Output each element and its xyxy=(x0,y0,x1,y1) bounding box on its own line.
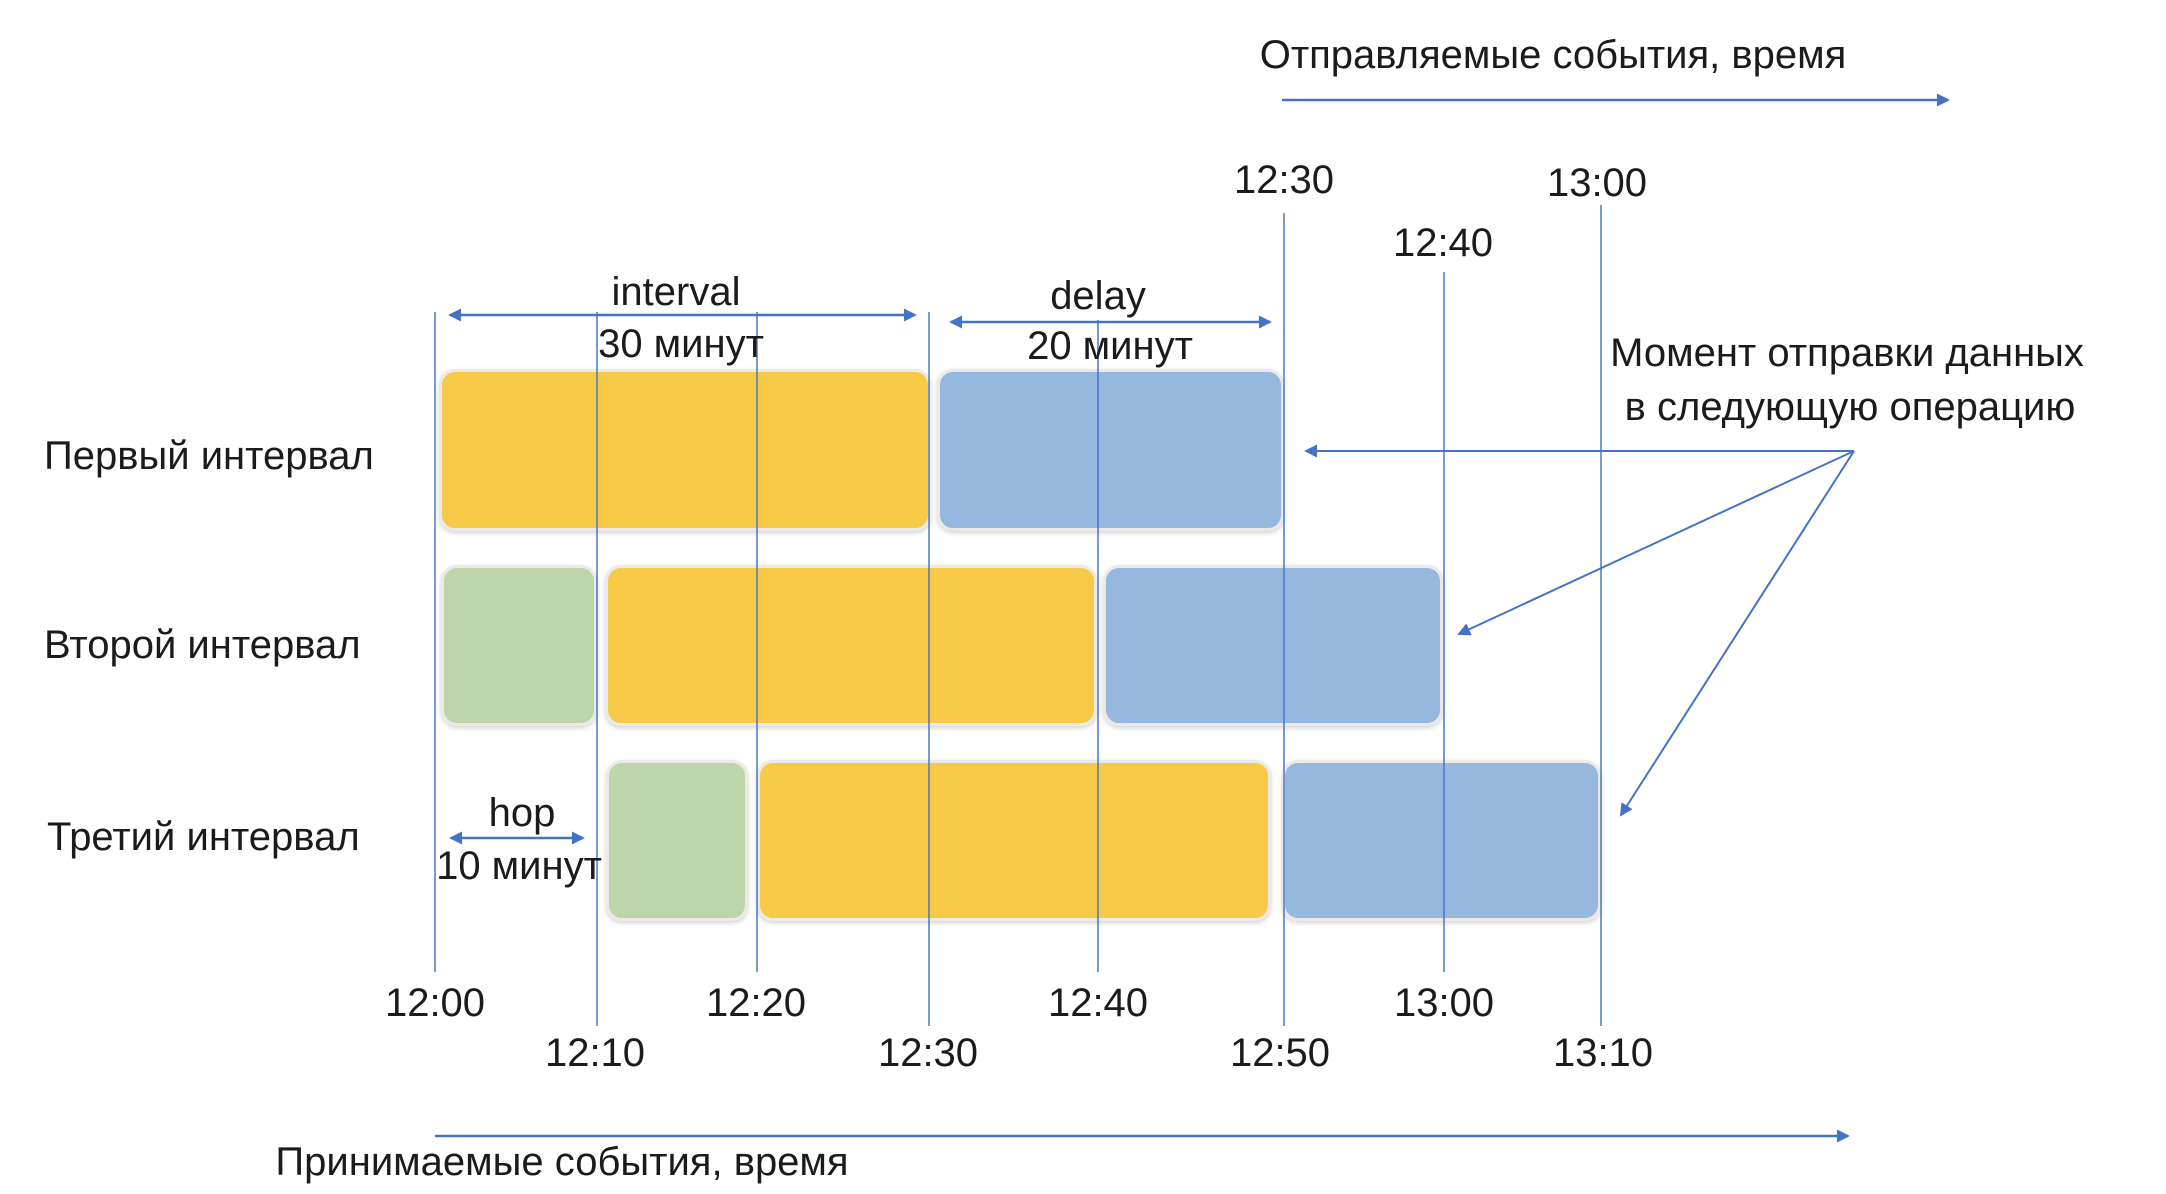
bottom-time-12-10: 12:10 xyxy=(544,1031,646,1075)
bottom-time-12-40: 12:40 xyxy=(1047,981,1149,1025)
gridline-12-40 xyxy=(1097,320,1099,972)
interval-value: 30 минут xyxy=(598,322,764,366)
bottom-time-13-00: 13:00 xyxy=(1393,981,1495,1025)
send-moment-callout-line1: Момент отправки данных xyxy=(1610,331,2084,375)
top-time-12-40: 12:40 xyxy=(1392,221,1494,265)
hop-label: hop xyxy=(488,791,556,835)
gridline-12-50 xyxy=(1283,213,1285,1026)
bottom-time-12-30: 12:30 xyxy=(877,1031,979,1075)
row1-delay-bar xyxy=(937,369,1284,531)
top-time-12-30: 12:30 xyxy=(1233,158,1335,202)
row1-interval-bar xyxy=(439,369,931,531)
send-moment-arrow-row2 xyxy=(1457,450,1855,636)
delay-value: 20 минут xyxy=(1027,324,1193,368)
row3-hop-bar xyxy=(606,760,748,921)
bottom-time-12-00: 12:00 xyxy=(384,981,486,1025)
bottom-time-12-50: 12:50 xyxy=(1229,1031,1331,1075)
row3-delay-bar xyxy=(1282,760,1601,921)
gridline-12-30 xyxy=(928,312,930,1026)
bottom-time-13-10: 13:10 xyxy=(1552,1031,1654,1075)
row3-label: Третий интервал xyxy=(47,815,360,859)
row2-delay-bar xyxy=(1103,565,1443,726)
gridline-12-10 xyxy=(596,312,598,1026)
top-time-13-00: 13:00 xyxy=(1546,161,1648,205)
row3-interval-bar xyxy=(757,760,1271,921)
row1-label: Первый интервал xyxy=(44,434,374,478)
gridline-12-20 xyxy=(756,312,758,972)
gridline-12-00 xyxy=(434,312,436,972)
gridline-13-10 xyxy=(1600,205,1602,1026)
delay-label: delay xyxy=(1050,274,1146,318)
gridline-13-00 xyxy=(1443,272,1445,972)
row2-interval-bar xyxy=(605,565,1097,726)
row2-label: Второй интервал xyxy=(44,623,361,667)
bottom-axis-title: Принимаемые события, время xyxy=(275,1140,849,1184)
send-moment-callout-line2: в следующую операцию xyxy=(1624,385,2076,429)
interval-label: interval xyxy=(611,270,741,314)
hop-value: 10 минут xyxy=(436,844,602,888)
bottom-time-12-20: 12:20 xyxy=(705,981,807,1025)
send-moment-arrow-row3 xyxy=(1619,450,1855,817)
top-axis-title: Отправляемые события, время xyxy=(1259,33,1847,77)
row2-hop-bar xyxy=(441,565,597,726)
